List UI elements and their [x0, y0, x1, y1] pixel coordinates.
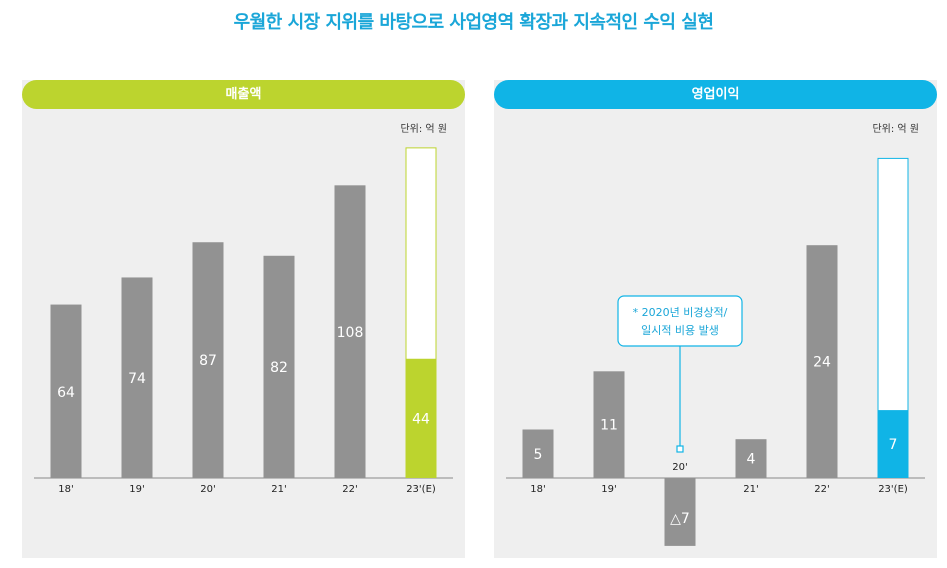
revenue-panel: 매출액 단위: 억 원 64 18' 74 19' 87 20' 82 21' 108 22' 44…: [22, 80, 465, 558]
bar-value-label: 87: [199, 353, 217, 369]
x-tick-label: 18': [530, 484, 545, 495]
x-tick-label: 21': [271, 484, 286, 495]
bar-value-label: 108: [337, 325, 364, 341]
bar: [522, 429, 554, 478]
bar-value-label: 4: [747, 452, 756, 468]
operating-profit-title: 영업이익: [494, 80, 937, 109]
bar: [121, 277, 153, 478]
bar: [735, 439, 767, 478]
annotation-text: 일시적 비용 발생: [641, 323, 719, 337]
bar: [806, 245, 838, 478]
x-tick-label: 19': [601, 484, 616, 495]
x-tick-label: 21': [743, 484, 758, 495]
bar: [405, 358, 437, 478]
bar-value-label: △7: [670, 511, 690, 527]
operating-profit-panel: 영업이익 단위: 억 원 5 18' 11 19' △7 20' 4 21' 24 22' 7 23'…: [494, 80, 937, 558]
bar: [334, 185, 366, 478]
bar-value-label: 24: [813, 355, 831, 371]
bar-value-label: 82: [270, 360, 288, 376]
x-tick-label: 23'(E): [406, 484, 436, 495]
bar: [593, 371, 625, 478]
bar: [263, 255, 295, 478]
bar-value-label: 64: [57, 385, 75, 401]
bar-value-label: 5: [534, 447, 543, 463]
operating-profit-bar-chart: 5 18' 11 19' △7 20' 4 21' 24 22' 7 23'(E) * 2020년 비경…: [506, 157, 925, 546]
page-headline: 우월한 시장 지위를 바탕으로 사업영역 확장과 지속적인 수익 실현: [233, 12, 714, 33]
annotation-anchor-marker: [676, 445, 684, 453]
annotation-callout-box: [617, 295, 743, 347]
operating-profit-unit-label: 단위: 억 원: [872, 124, 919, 135]
revenue-bar-chart: 64 18' 74 19' 87 20' 82 21' 108 22' 44 23'(E): [34, 147, 453, 495]
revenue-title: 매출액: [22, 80, 465, 109]
bar: [50, 304, 82, 478]
x-tick-label: 22': [814, 484, 829, 495]
x-tick-label: 23'(E): [878, 484, 908, 495]
bar: [877, 410, 909, 478]
x-tick-label: 19': [129, 484, 144, 495]
annotation-text: * 2020년 비경상적/: [633, 306, 728, 319]
bar: [664, 478, 696, 546]
revenue-unit-label: 단위: 억 원: [400, 124, 447, 135]
bar-value-label: 7: [889, 437, 898, 453]
x-tick-label: 20': [200, 484, 215, 495]
x-tick-label: 22': [342, 484, 357, 495]
bar-value-label: 11: [600, 418, 618, 434]
x-tick-label: 18': [58, 484, 73, 495]
bar-value-label: 74: [128, 371, 146, 387]
bar: [192, 242, 224, 478]
x-tick-label: 20': [672, 462, 687, 473]
bar-value-label: 44: [412, 411, 430, 427]
